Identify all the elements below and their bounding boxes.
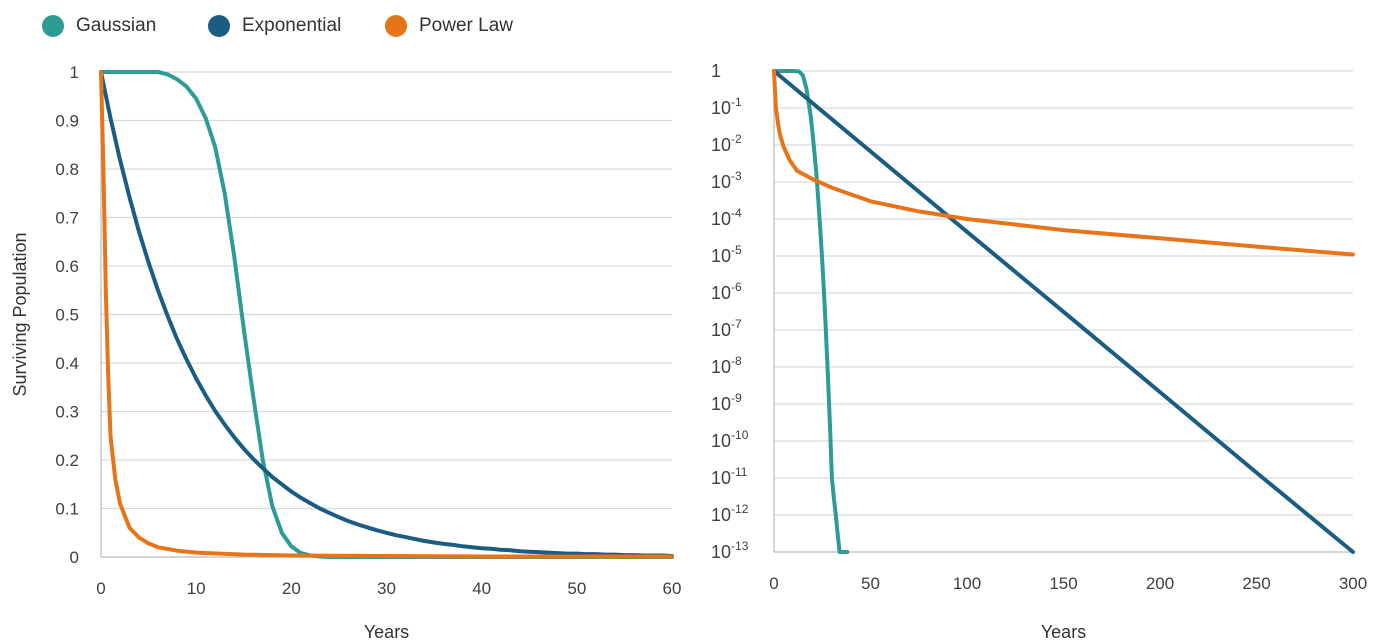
y-tick-label: 10-1 [711,95,742,118]
y-tick-label: 10-3 [711,169,742,192]
y-tick-label: 10-8 [711,354,742,377]
y-tick-label: 0 [70,548,79,567]
legend-item: Gaussian [42,12,156,40]
series-line [99,70,674,559]
legend-swatch [385,15,407,37]
x-tick-label: 250 [1242,574,1270,593]
x-tick-label: 40 [472,579,491,598]
legend-label: Exponential [242,15,342,36]
x-tick-label: 300 [1339,574,1367,593]
y-tick-label: 1 [70,63,79,82]
legend-label: Gaussian [76,15,157,36]
y-tick-label: 0.6 [55,257,79,276]
x-tick-label: 100 [953,574,981,593]
x-tick-label: 0 [769,574,778,593]
y-tick-label: 10-5 [711,243,742,266]
y-tick-label: 10-12 [711,502,749,525]
x-tick-label: 30 [377,579,396,598]
y-tick-label: 0.2 [55,451,79,470]
y-tick-label: 1 [711,61,721,81]
x-tick-label: 50 [861,574,880,593]
y-tick-label: 0.9 [55,112,79,131]
x-tick-label: 200 [1146,574,1174,593]
x-tick-label: 150 [1049,574,1077,593]
x-tick-label: 60 [663,579,682,598]
y-tick-label: 10-11 [711,465,748,488]
y-tick-label: 10-9 [711,391,742,414]
legend-item: Exponential [208,12,341,40]
series-line [772,69,1355,257]
y-tick-label: 0.1 [55,500,79,519]
y-tick-label: 0.4 [55,354,79,373]
y-tick-label: 0.8 [55,160,79,179]
legend-item: Power Law [385,12,513,40]
legend-swatch [42,15,64,37]
y-tick-label: 10-4 [711,206,742,229]
y-tick-label: 10-6 [711,280,742,303]
legend-swatch [208,15,230,37]
y-tick-label: 10-7 [711,317,742,340]
series-line [99,70,674,558]
x-tick-label: 0 [96,579,105,598]
y-tick-label: 10-13 [711,539,749,562]
y-tick-label: 0.3 [55,403,79,422]
x-axis-title: Years [364,622,409,642]
series-line [772,69,1355,554]
x-axis-title: Years [1041,622,1086,642]
x-tick-label: 20 [282,579,301,598]
legend-label: Power Law [419,15,513,36]
y-tick-label: 10-10 [711,428,749,451]
x-tick-label: 10 [187,579,206,598]
y-tick-label: 0.5 [55,306,79,325]
y-tick-label: 10-2 [711,132,742,155]
y-axis-title: Surviving Population [10,232,30,396]
x-tick-label: 50 [567,579,586,598]
y-tick-label: 0.7 [55,209,79,228]
series-line [772,69,850,554]
legend: Gaussian Exponential Power Law [0,0,620,50]
